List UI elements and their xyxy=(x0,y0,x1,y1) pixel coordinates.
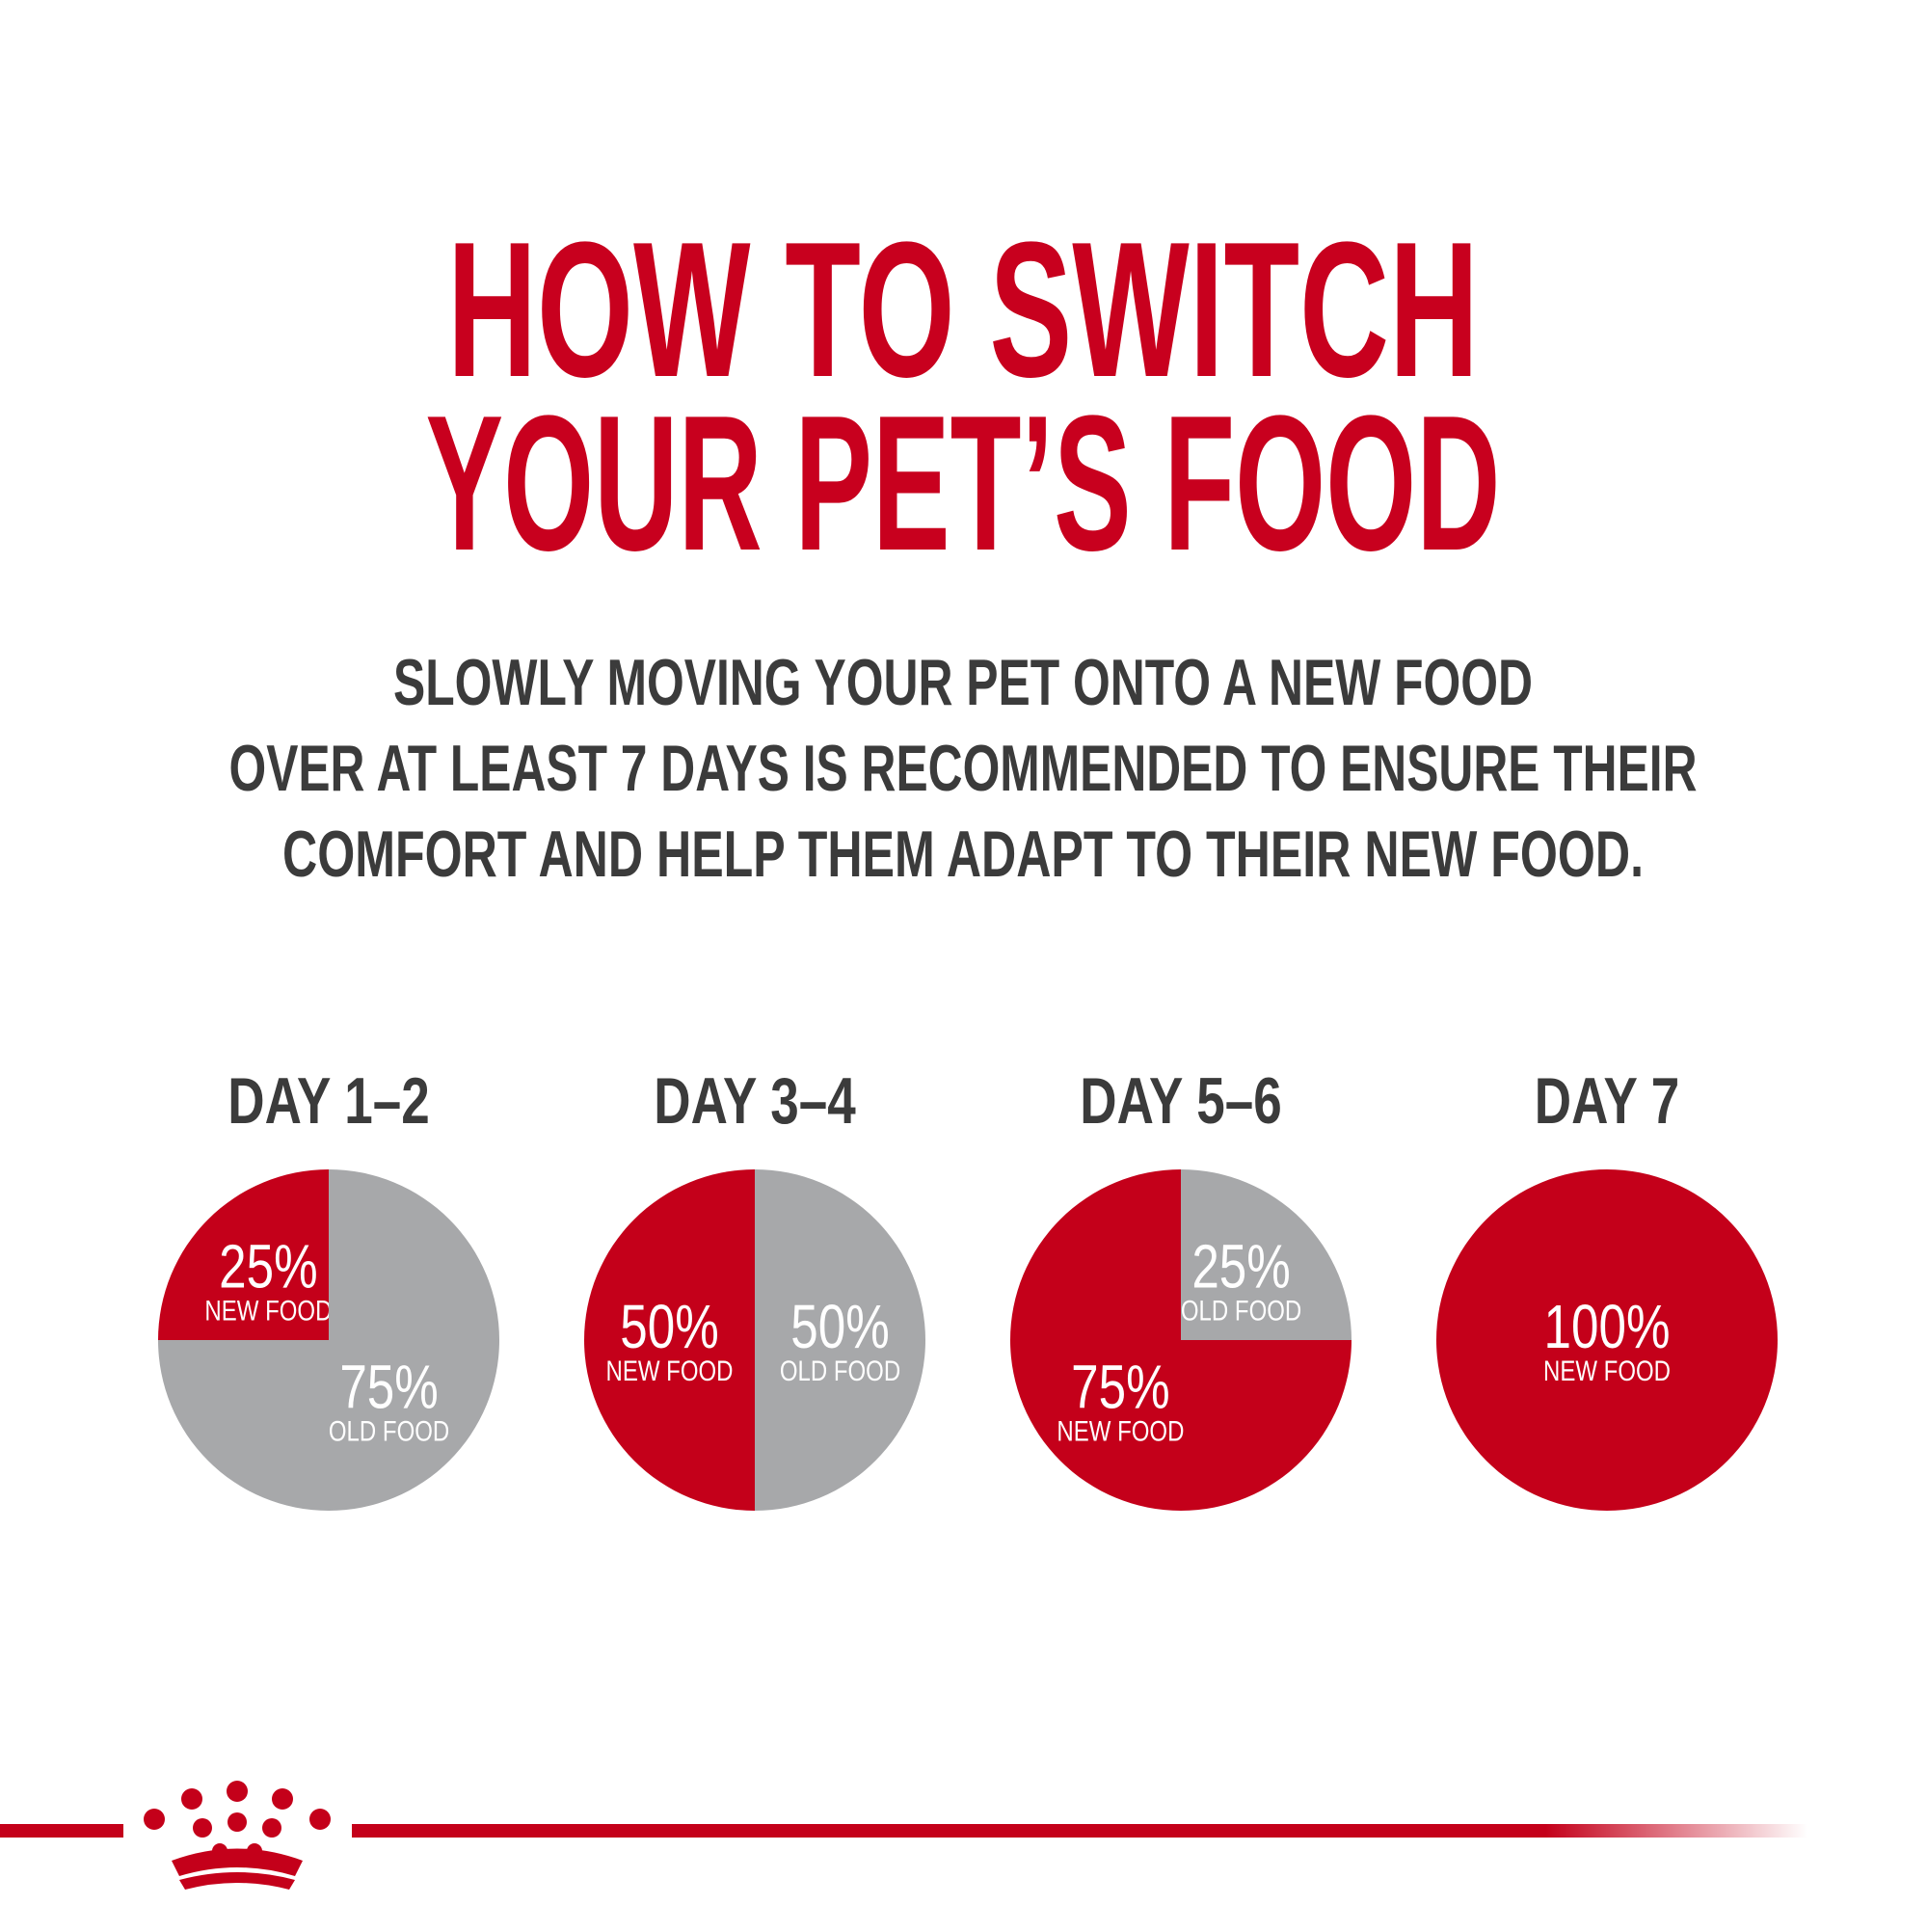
category-label: OLD FOOD xyxy=(329,1416,449,1448)
value-label: 25% xyxy=(219,1231,317,1301)
footer-line xyxy=(0,1824,123,1838)
category-label: NEW FOOD xyxy=(1057,1416,1184,1448)
value-label: 75% xyxy=(1071,1353,1169,1422)
pie-slice xyxy=(1181,1169,1352,1340)
title-line: YOUR PET’S FOOD xyxy=(426,376,1501,591)
pie-slice xyxy=(158,1169,499,1511)
value-label: 100% xyxy=(1544,1292,1671,1361)
value-label: 50% xyxy=(790,1292,889,1361)
pie-title: DAY 3–4 xyxy=(654,1064,856,1138)
pie-slice xyxy=(158,1169,329,1340)
value-label: 75% xyxy=(339,1353,438,1422)
pie-slice xyxy=(584,1169,755,1511)
category-label: NEW FOOD xyxy=(606,1355,734,1387)
category-label: NEW FOOD xyxy=(1543,1355,1671,1387)
pie-title: DAY 1–2 xyxy=(227,1064,429,1138)
pie-slice xyxy=(755,1169,925,1511)
crown-logo xyxy=(144,1781,331,1890)
title-line: HOW TO SWITCH xyxy=(447,202,1479,417)
value-label: 25% xyxy=(1191,1231,1290,1301)
category-label: OLD FOOD xyxy=(1181,1295,1301,1327)
subtitle-line: COMFORT AND HELP THEM ADAPT TO THEIR NEW… xyxy=(282,818,1644,891)
pie-title: DAY 7 xyxy=(1535,1064,1679,1138)
category-label: NEW FOOD xyxy=(204,1295,332,1327)
value-label: 50% xyxy=(620,1292,718,1361)
pie-title: DAY 5–6 xyxy=(1080,1064,1281,1138)
subtitle-line: OVER AT LEAST 7 DAYS IS RECOMMENDED TO E… xyxy=(229,732,1698,805)
pie-slice xyxy=(1436,1169,1778,1511)
footer xyxy=(0,1781,1807,1890)
footer-line xyxy=(352,1824,1807,1838)
subtitle-line: SLOWLY MOVING YOUR PET ONTO A NEW FOOD xyxy=(393,646,1533,719)
category-label: OLD FOOD xyxy=(780,1355,900,1387)
